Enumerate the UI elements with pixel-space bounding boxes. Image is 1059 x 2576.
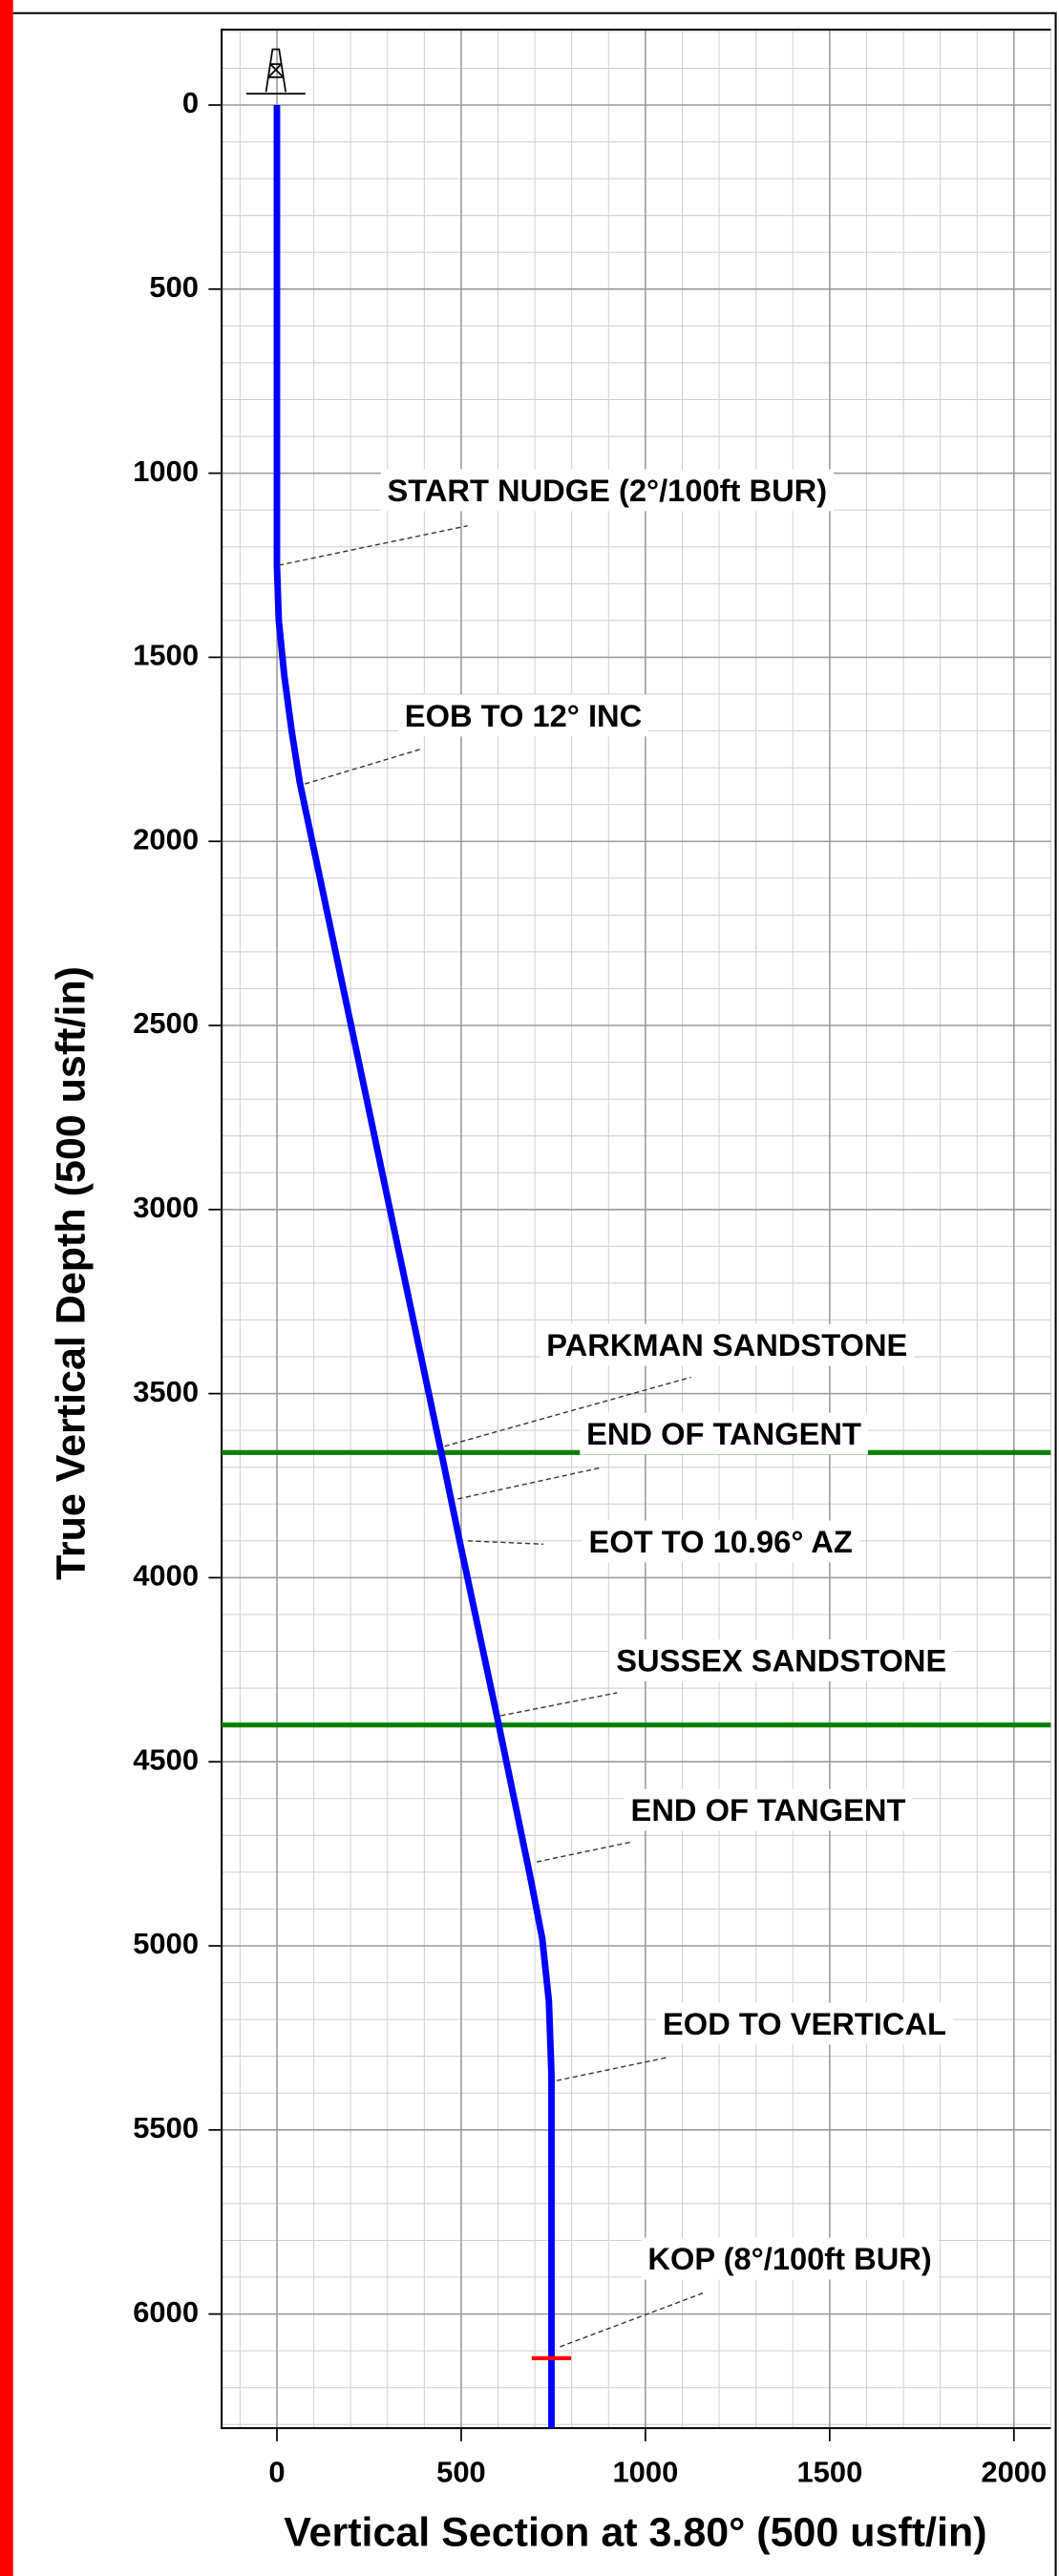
annotation-leader xyxy=(444,1376,691,1447)
y-tick-label: 5500 xyxy=(133,2111,199,2144)
x-axis-label: Vertical Section at 3.80° (500 usft/in) xyxy=(284,2509,986,2555)
rig-icon xyxy=(245,48,306,95)
y-tick-label: 4500 xyxy=(133,1742,199,1776)
grid xyxy=(208,28,1051,2441)
y-axis-label: True Vertical Depth (500 usft/in) xyxy=(49,966,95,1580)
y-tick-label: 6000 xyxy=(133,2295,199,2329)
annotation: EOT TO 10.96° AZ xyxy=(589,1524,853,1559)
annotation-leader xyxy=(457,1467,602,1500)
annotation: START NUDGE (2°/100ft BUR) xyxy=(387,473,827,508)
y-tick-label: 0 xyxy=(182,86,199,119)
annotation: END OF TANGENT xyxy=(631,1792,906,1827)
marks: START NUDGE (2°/100ft BUR) EOB TO 12° INC… xyxy=(222,105,1051,2429)
y-tick-label: 3500 xyxy=(133,1375,199,1408)
annotation-bg xyxy=(656,2002,953,2045)
side-bar xyxy=(0,0,13,2576)
annotation-bg xyxy=(609,1639,954,1682)
x-tick-label: 500 xyxy=(436,2455,486,2488)
y-tick-label: 4000 xyxy=(133,1559,199,1593)
annotation: SUSSEX SANDSTONE xyxy=(616,1643,946,1679)
y-tick-label: 3000 xyxy=(133,1191,199,1224)
x-tick-label: 1500 xyxy=(796,2455,862,2488)
annotation-bg xyxy=(582,1520,859,1563)
annotation: END OF TANGENT xyxy=(586,1416,861,1451)
frame xyxy=(12,11,1057,2576)
well-path xyxy=(273,105,555,2429)
annotation: KOP (8°/100ft BUR) xyxy=(647,2241,931,2276)
axes xyxy=(221,28,1051,2430)
x-tick-label: 0 xyxy=(268,2455,285,2488)
annotation-leader xyxy=(305,749,420,785)
x-tick-label: 2000 xyxy=(981,2455,1047,2488)
y-tick-label: 2000 xyxy=(133,822,199,855)
annotation: EOB TO 12° INC xyxy=(405,698,642,733)
y-tick-label: 1000 xyxy=(133,454,199,488)
annotation-leader xyxy=(278,525,468,566)
y-tick-label: 1500 xyxy=(133,639,199,672)
y-tick-label: 5000 xyxy=(133,1927,199,1960)
annotation: EOD TO VERTICAL xyxy=(663,2006,946,2041)
annotation-bg xyxy=(641,2237,939,2280)
annotation-leader xyxy=(536,1841,631,1863)
annotation-leader xyxy=(500,1692,618,1717)
annotation-bg xyxy=(624,1788,913,1831)
annotation-bg xyxy=(580,1412,868,1455)
y-tick-label: 500 xyxy=(149,270,199,304)
annotation-bg xyxy=(380,469,835,512)
annotation-bg xyxy=(540,1323,915,1366)
annotation-leader xyxy=(556,2057,667,2081)
x-tick-label: 1000 xyxy=(612,2455,678,2488)
annotation: PARKMAN SANDSTONE xyxy=(546,1327,907,1362)
annotation-leader xyxy=(467,1540,544,1545)
y-tick-label: 2500 xyxy=(133,1006,199,1040)
annotation-bg xyxy=(397,694,649,737)
annotation-leader xyxy=(560,2291,705,2348)
